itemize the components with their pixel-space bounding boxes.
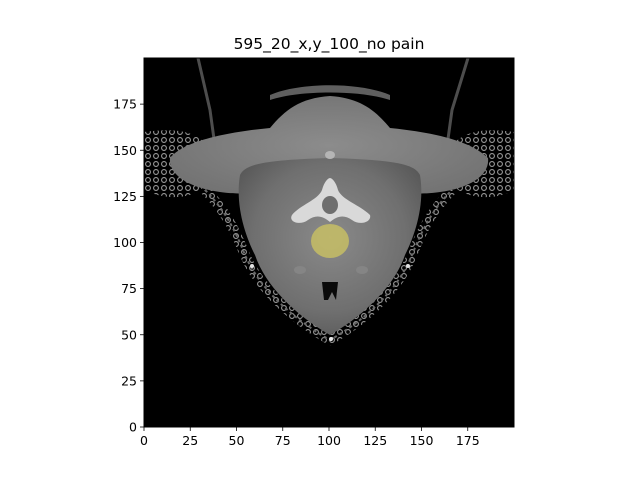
x-tick-label: 25 <box>182 433 198 448</box>
x-tick-label: 100 <box>317 433 341 448</box>
x-tick-label: 75 <box>275 433 291 448</box>
y-axis: 0 25 50 75 100 125 150 175 <box>113 97 144 435</box>
ct-image <box>144 58 514 427</box>
x-tick-label: 125 <box>363 433 387 448</box>
y-tick-label: 25 <box>121 373 137 388</box>
highlight-overlay <box>311 224 349 258</box>
figure-title: 595_20_x,y_100_no pain <box>234 35 425 54</box>
y-tick-label: 175 <box>113 97 137 112</box>
y-tick-label: 50 <box>121 327 137 342</box>
x-tick-label: 150 <box>410 433 434 448</box>
y-tick-label: 0 <box>129 420 137 435</box>
y-tick-label: 125 <box>113 189 137 204</box>
y-tick-label: 75 <box>121 281 137 296</box>
x-tick-label: 0 <box>140 433 148 448</box>
x-tick-label: 175 <box>456 433 480 448</box>
y-tick-label: 100 <box>113 235 137 250</box>
x-tick-label: 50 <box>229 433 245 448</box>
y-tick-label: 150 <box>113 143 137 158</box>
x-axis: 0 25 50 75 100 125 150 175 <box>140 427 480 448</box>
